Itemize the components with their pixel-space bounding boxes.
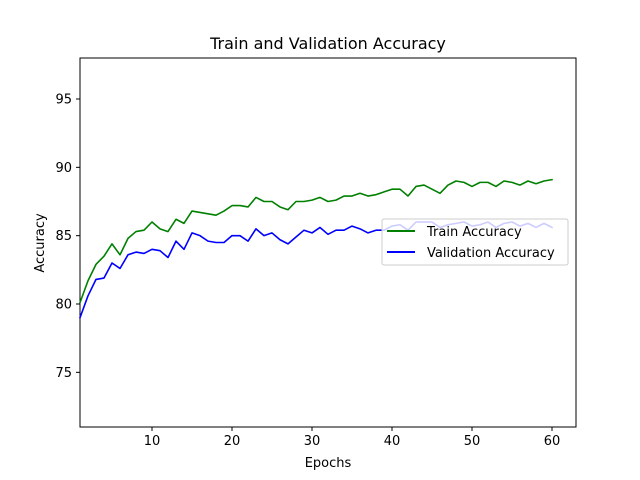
plot-frame xyxy=(79,57,577,428)
chart-title: Train and Validation Accuracy xyxy=(209,34,446,53)
legend-box xyxy=(381,218,569,266)
x-tick-label: 30 xyxy=(304,434,321,449)
y-tick-label: 95 xyxy=(55,93,72,108)
y-tick-label: 80 xyxy=(55,298,72,313)
plot-area xyxy=(79,57,577,428)
y-axis-label: Accuracy xyxy=(33,213,48,273)
x-tick-label: 10 xyxy=(144,434,161,449)
y-axis: 75 80 85 90 95 xyxy=(55,93,80,381)
series-line-train xyxy=(78,178,553,304)
x-axis-label: Epochs xyxy=(305,456,352,471)
x-axis: 10 20 30 40 50 60 xyxy=(144,427,561,449)
legend-label-validation: Validation Accuracy xyxy=(427,246,555,261)
y-tick-label: 75 xyxy=(55,366,72,381)
y-tick-label: 90 xyxy=(55,161,72,176)
legend-label-train: Train Accuracy xyxy=(426,225,522,240)
legend: Train Accuracy Validation Accuracy xyxy=(381,218,569,266)
x-tick-label: 20 xyxy=(224,434,241,449)
x-tick-label: 50 xyxy=(464,434,481,449)
x-tick-label: 40 xyxy=(384,434,401,449)
x-tick-label: 60 xyxy=(544,434,561,449)
y-tick-label: 85 xyxy=(55,229,72,244)
